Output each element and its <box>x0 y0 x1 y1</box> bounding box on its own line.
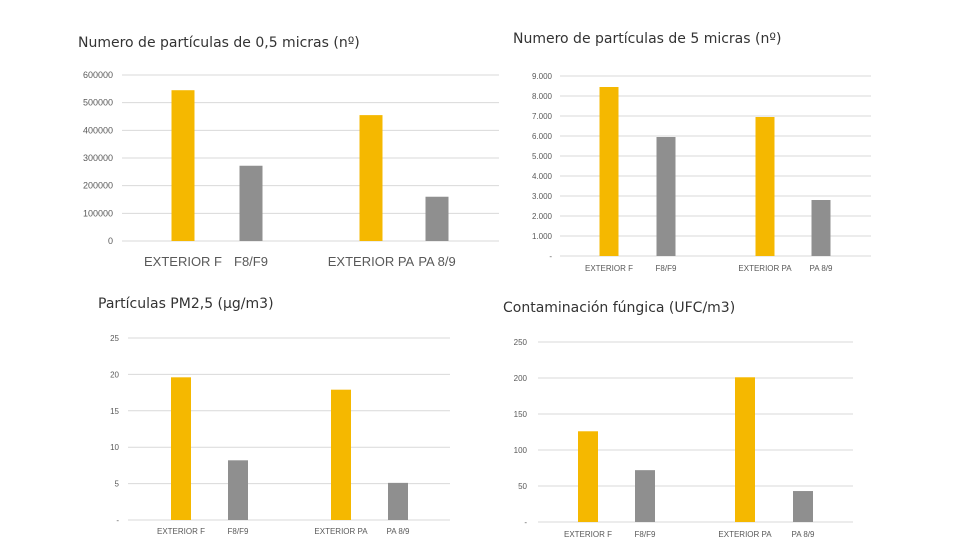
y-tick-label: - <box>524 518 527 527</box>
y-tick-label: 25 <box>110 334 119 343</box>
y-tick-label: 10 <box>110 443 119 452</box>
bar-f8-f9 <box>656 137 676 256</box>
x-category-label: EXTERIOR F <box>144 254 222 269</box>
x-category-label: EXTERIOR F <box>585 264 633 273</box>
y-tick-label: 4.000 <box>532 172 553 181</box>
x-category-label: PA 8/9 <box>792 530 816 539</box>
bar-pa-8-9 <box>425 196 449 241</box>
bar-exterior-pa <box>331 389 351 520</box>
y-tick-label: 9.000 <box>532 72 553 81</box>
x-category-label: PA 8/9 <box>810 264 834 273</box>
x-category-label: F8/F9 <box>635 530 656 539</box>
y-tick-label: - <box>116 516 119 525</box>
x-category-label: F8/F9 <box>656 264 677 273</box>
y-tick-label: 2.000 <box>532 212 553 221</box>
chart-title-particles-05: Numero de partículas de 0,5 micras (nº) <box>78 35 360 51</box>
bar-exterior-f <box>599 87 619 256</box>
x-category-label: EXTERIOR PA <box>718 530 772 539</box>
bar-f8-f9 <box>239 165 263 241</box>
y-tick-label: 0 <box>108 236 113 246</box>
bar-exterior-f <box>171 377 191 520</box>
y-tick-label: 250 <box>514 338 528 347</box>
y-tick-label: 5 <box>115 480 120 489</box>
y-tick-label: 200 <box>514 374 528 383</box>
bar-f8-f9 <box>228 460 248 520</box>
y-tick-label: 400000 <box>83 125 113 135</box>
x-category-label: EXTERIOR F <box>157 527 205 536</box>
bar-pa-8-9 <box>811 200 831 256</box>
bar-exterior-f <box>578 431 598 522</box>
bar-exterior-pa <box>735 377 755 522</box>
x-category-label: EXTERIOR PA <box>314 527 368 536</box>
y-tick-label: 600000 <box>83 70 113 80</box>
y-tick-label: 50 <box>518 482 527 491</box>
y-tick-label: 100000 <box>83 208 113 218</box>
x-category-label: F8/F9 <box>234 254 268 269</box>
bar-pa-8-9 <box>388 482 408 520</box>
y-tick-label: 500000 <box>83 98 113 108</box>
x-category-label: PA 8/9 <box>418 254 455 269</box>
x-category-label: F8/F9 <box>228 527 249 536</box>
y-tick-label: 1.000 <box>532 232 553 241</box>
bar-exterior-pa <box>359 115 383 241</box>
y-tick-label: 150 <box>514 410 528 419</box>
y-tick-label: 8.000 <box>532 92 553 101</box>
y-tick-label: 20 <box>110 370 119 379</box>
y-tick-label: 5.000 <box>532 152 553 161</box>
chart-title-pm25: Partículas PM2,5 (µg/m3) <box>98 296 274 312</box>
y-tick-label: 3.000 <box>532 192 553 201</box>
bar-exterior-pa <box>755 117 775 256</box>
bar-pa-8-9 <box>793 491 813 522</box>
x-category-label: PA 8/9 <box>387 527 411 536</box>
y-tick-label: 100 <box>514 446 528 455</box>
y-tick-label: 7.000 <box>532 112 553 121</box>
chart-title-particles-5: Numero de partículas de 5 micras (nº) <box>513 31 782 47</box>
x-category-label: EXTERIOR PA <box>738 264 792 273</box>
y-tick-label: 15 <box>110 407 119 416</box>
y-tick-label: - <box>549 252 552 261</box>
y-tick-label: 200000 <box>83 181 113 191</box>
y-tick-label: 6.000 <box>532 132 553 141</box>
y-tick-label: 300000 <box>83 153 113 163</box>
chart-title-fungal: Contaminación fúngica (UFC/m3) <box>503 300 736 316</box>
bar-f8-f9 <box>635 470 655 522</box>
x-category-label: EXTERIOR F <box>564 530 612 539</box>
bar-exterior-f <box>171 90 195 241</box>
x-category-label: EXTERIOR PA <box>328 254 415 269</box>
